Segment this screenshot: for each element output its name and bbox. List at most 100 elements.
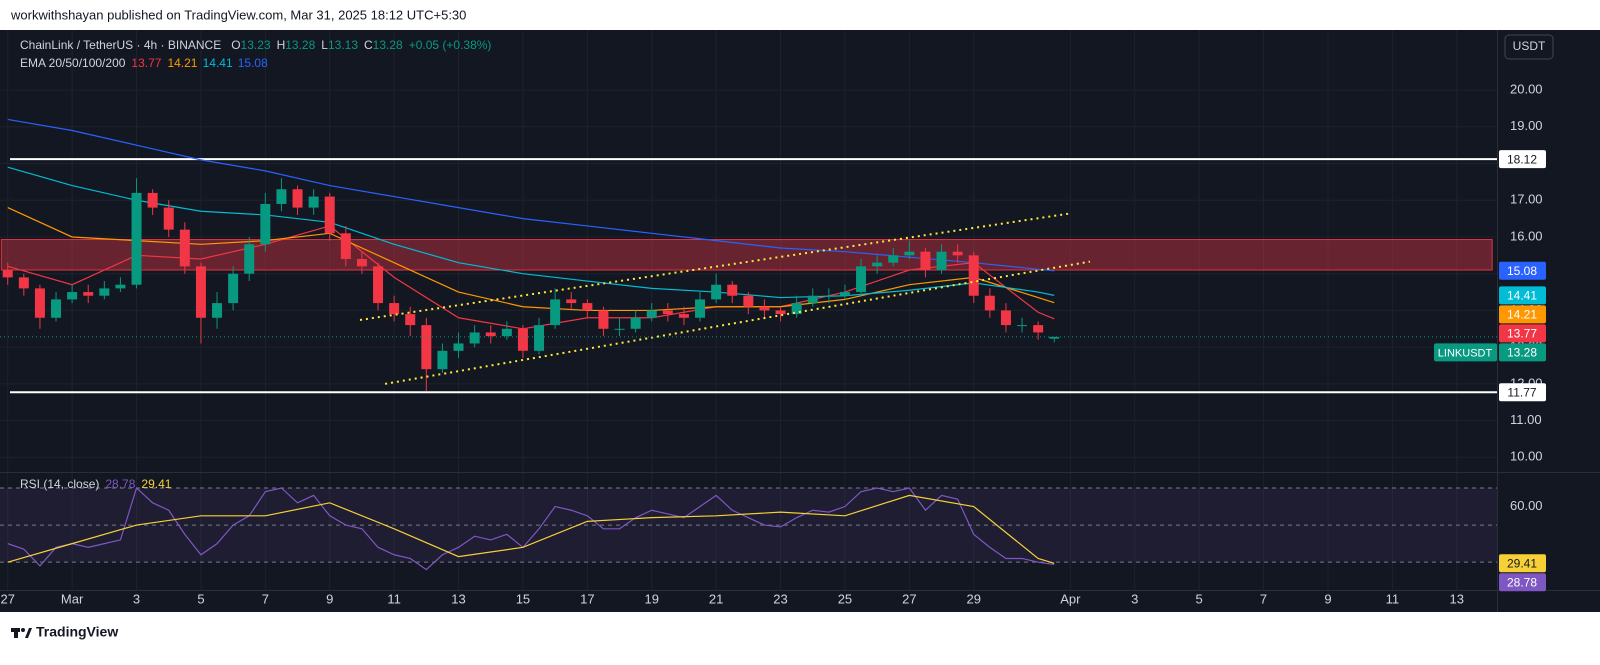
- candle-body: [276, 189, 287, 204]
- price-tag-label: 14.41: [1507, 289, 1537, 303]
- x-tick-label: Apr: [1060, 591, 1081, 606]
- y-tick-label: 10.00: [1510, 449, 1543, 464]
- candle-body: [984, 295, 995, 311]
- rsi-line: [7, 486, 1055, 571]
- rsi-legend: RSI (14, close) 28.78 29.41: [20, 477, 172, 491]
- candle-body: [856, 266, 867, 293]
- candle-body: [99, 288, 110, 296]
- x-tick-label: 21: [709, 591, 723, 606]
- rsi-label: RSI (14, close): [20, 477, 99, 491]
- candle-body: [244, 244, 255, 274]
- price-tag: [1499, 554, 1546, 573]
- candle-body: [872, 262, 883, 267]
- x-tick-label: Mar: [61, 591, 84, 606]
- candle-body: [517, 328, 528, 351]
- symbol-legend: ChainLink / TetherUS · 4h · BINANCE O13.2…: [20, 38, 491, 52]
- ohlc-label: C: [364, 38, 373, 52]
- ohlc-label: L: [321, 38, 328, 52]
- price-tag: [1499, 150, 1546, 169]
- candle-body: [759, 306, 770, 311]
- header-bar: [0, 0, 1600, 30]
- footer-bar: [0, 612, 1600, 665]
- x-tick-label: 11: [387, 591, 401, 606]
- candle-body: [807, 295, 818, 304]
- ema-label: EMA 20/50/100/200: [20, 56, 126, 70]
- price-tag-label: 18.12: [1507, 152, 1537, 166]
- candle-body: [373, 266, 384, 304]
- candle-body: [662, 310, 673, 315]
- x-tick-label: 19: [645, 591, 659, 606]
- y-tick-label: 19.00: [1510, 118, 1543, 133]
- price-tag-label: 13.28: [1507, 346, 1537, 360]
- ohlc-label: O: [231, 38, 240, 52]
- y-tick-label: 20.00: [1510, 82, 1543, 97]
- ohlc-value: 13.28: [285, 38, 315, 52]
- y-tick-label: 11.00: [1510, 412, 1542, 427]
- candle-body: [1049, 336, 1060, 339]
- axes: 27 Mar 3 5 7 9 11 13 15 17 19 21 23 25 27 29 Apr 3 5 7 9 11 13…: [0, 82, 1546, 606]
- candle-body: [839, 292, 850, 296]
- candle-body: [920, 251, 931, 271]
- rsi-value: 28.78: [105, 477, 135, 491]
- candle-body: [212, 303, 223, 318]
- candle-body: [743, 295, 754, 307]
- change-value: +0.05 (+0.38%): [409, 38, 492, 52]
- x-tick-label: 25: [838, 591, 852, 606]
- candle-body: [968, 255, 979, 296]
- candle-body: [1000, 310, 1011, 326]
- price-tag-label: 28.78: [1507, 575, 1537, 589]
- price-tag: [1499, 261, 1546, 280]
- x-tick-label: 3: [1131, 591, 1138, 606]
- candle-body: [566, 299, 577, 304]
- candle-body: [405, 314, 416, 326]
- x-tick-label: 27: [0, 591, 14, 606]
- price-tag: [1499, 343, 1546, 362]
- ema-line: [7, 118, 1055, 272]
- ema-value: 14.41: [203, 56, 233, 70]
- ohlc-value: 13.23: [241, 38, 271, 52]
- candle-body: [2, 270, 13, 278]
- ema-value: 14.21: [167, 56, 197, 70]
- candle-body: [791, 303, 802, 315]
- x-tick-label: 11: [1386, 591, 1400, 606]
- ema-legend: EMA 20/50/100/200 13.77 14.21 14.41 15.08: [20, 56, 268, 70]
- y-tick-label: 17.00: [1510, 192, 1543, 207]
- candle-body: [131, 192, 142, 285]
- candle-body: [1033, 325, 1044, 333]
- publisher-note: workwithshayan published on TradingView.…: [10, 7, 466, 22]
- x-tick-label: 5: [197, 591, 204, 606]
- candle-body: [260, 203, 271, 245]
- candle-body: [115, 284, 126, 289]
- x-tick-label: 15: [516, 591, 530, 606]
- x-tick-label: 27: [902, 591, 916, 606]
- candle-body: [18, 277, 29, 289]
- price-tag: [1499, 383, 1546, 402]
- price-tag-label: 29.41: [1507, 556, 1537, 570]
- main-pane: [0, 30, 1497, 472]
- x-tick-label: 3: [133, 591, 140, 606]
- candle-body: [179, 229, 190, 267]
- candle-body: [437, 350, 448, 370]
- candle-body: [389, 303, 400, 315]
- ema-line: [7, 166, 1055, 299]
- candle-body: [485, 332, 496, 337]
- symbol-name: ChainLink / TetherUS · 4h · BINANCE: [20, 38, 221, 52]
- candle-body: [775, 310, 786, 315]
- candle-body: [695, 299, 706, 318]
- candle-body: [453, 343, 464, 351]
- ticker-tag-label: LINKUSDT: [1438, 347, 1493, 359]
- x-tick-label: 9: [1324, 591, 1331, 606]
- candle-body: [952, 251, 963, 256]
- candle-body: [324, 196, 335, 234]
- candle-body: [51, 299, 62, 318]
- price-tag: [1499, 573, 1546, 592]
- price-tag: [1499, 286, 1546, 305]
- candle-body: [469, 332, 480, 344]
- candle-body: [67, 292, 78, 300]
- candle-body: [356, 259, 367, 267]
- ema-value: 15.08: [238, 56, 268, 70]
- candle-body: [823, 295, 834, 297]
- candle-body: [163, 207, 174, 230]
- candle-body: [630, 317, 641, 329]
- currency-button[interactable]: [1504, 34, 1554, 60]
